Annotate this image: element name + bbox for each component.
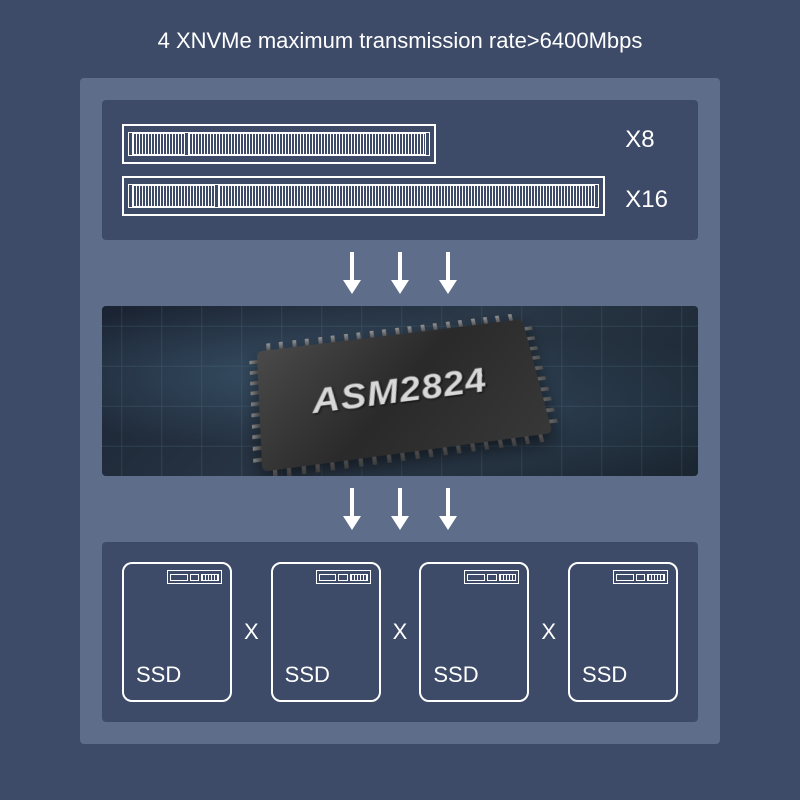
pcie-slot-x8 [122,124,436,164]
arrow-down-icon [343,488,361,530]
ssd-connector-icon [464,570,519,584]
arrow-down-icon [439,252,457,294]
pcie-label-x8: X8 [625,120,668,160]
ssd-drive: SSD [568,562,678,702]
ssd-separator: X [537,619,560,645]
arrow-down-icon [439,488,457,530]
ssd-drive: SSD [271,562,381,702]
diagram-container: X8 X16 ASM2824 SSD X [80,78,720,744]
arrow-down-icon [391,488,409,530]
arrow-down-icon [391,252,409,294]
ssd-drive: SSD [419,562,529,702]
ssd-connector-icon [167,570,222,584]
ssd-label: SSD [136,662,181,688]
page-title: 4 XNVMe maximum transmission rate>6400Mb… [0,0,800,78]
ssd-label: SSD [433,662,478,688]
ssd-connector-icon [316,570,371,584]
pcie-labels: X8 X16 [625,120,678,220]
arrow-down-icon [343,252,361,294]
pcie-slots [122,124,605,216]
ssd-separator: X [389,619,412,645]
ssd-separator: X [240,619,263,645]
ssd-label: SSD [285,662,330,688]
chip-label: ASM2824 [310,361,490,422]
ssd-label: SSD [582,662,627,688]
pcie-slot-x16 [122,176,605,216]
ssd-panel: SSD X SSD X SSD X SSD [102,542,698,722]
ssd-connector-icon [613,570,668,584]
pcie-label-x16: X16 [625,180,668,220]
arrows-bottom [102,488,698,530]
ssd-drive: SSD [122,562,232,702]
arrows-top [102,252,698,294]
chip-panel: ASM2824 [102,306,698,476]
pcie-panel: X8 X16 [102,100,698,240]
